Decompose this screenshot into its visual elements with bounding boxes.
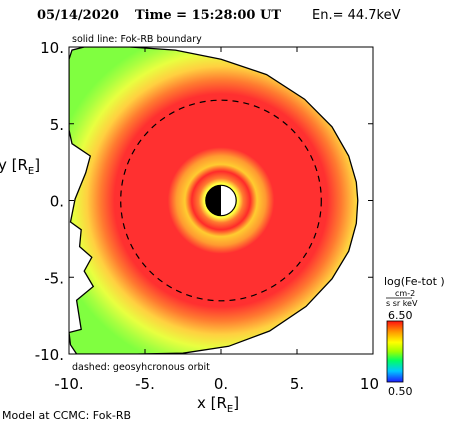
y-tick-label: 5. (50, 116, 64, 134)
x-tick-label: 0. (214, 375, 228, 393)
colorbar-units-num: cm-2 (395, 289, 415, 298)
x-tick-label: -5. (135, 375, 155, 393)
y-tick-label: 0. (50, 193, 64, 211)
y-axis-ticks: 10. 5. 0. -5. -10. (35, 39, 373, 364)
colorbar-title: log(Fe-tot ) (384, 275, 445, 288)
y-tick-label: -5. (44, 269, 64, 287)
x-tick-label: -10. (54, 375, 83, 393)
x-tick-label: 10 (360, 375, 379, 393)
chart-title-energy: En.= 44.7keV (312, 8, 401, 23)
geosynchronous-orbit-line (120, 99, 322, 302)
y-tick-label: 10. (40, 39, 64, 57)
boundary-annotation: solid line: Fok-RB boundary (72, 34, 202, 45)
y-axis-label: y [RE] (0, 156, 40, 177)
svg-text:y [RE]: y [RE] (0, 156, 40, 177)
x-axis-label: x [RE] (197, 394, 239, 415)
chart-title-time: Time = 15:28:00 UT (135, 8, 281, 23)
colorbar (386, 320, 404, 383)
x-axis-ticks: -10. -5. 0. 5. 10 (54, 47, 379, 393)
fok-rb-boundary-line (69, 47, 359, 354)
x-tick-label: 5. (290, 375, 304, 393)
colorbar-max-label: 6.50 (388, 309, 413, 322)
svg-text:x [RE]: x [RE] (197, 394, 239, 415)
chart-title-date: 05/14/2020 (37, 8, 119, 23)
orbit-annotation-box (69, 360, 199, 373)
colorbar-min-label: 0.50 (388, 385, 413, 398)
orbit-annotation: dashed: geosyhcronous orbit (72, 362, 210, 373)
y-tick-label: -10. (35, 346, 64, 364)
earth-icon (205, 184, 237, 217)
model-credit: Model at CCMC: Fok-RB (2, 409, 131, 422)
colorbar-units-den: s sr keV (386, 299, 418, 308)
boundary-annotation-box (69, 32, 215, 46)
